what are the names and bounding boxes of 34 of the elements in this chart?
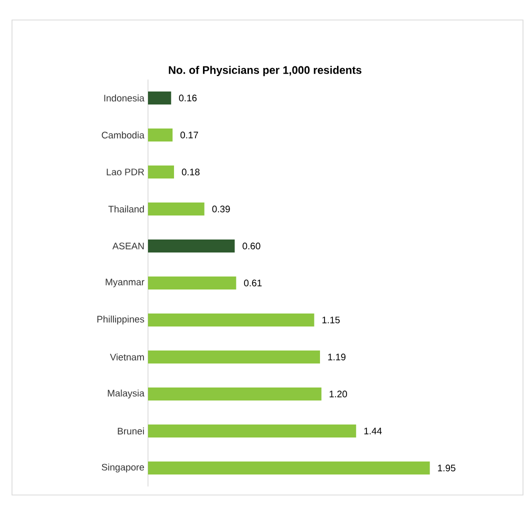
bar [148,166,174,178]
bar [148,202,204,216]
y-tick-label: Lao PDR [106,168,144,176]
y-tick-label: Singapore [102,464,144,472]
data-label: 0.60 [242,242,260,250]
data-label: 1.15 [322,316,340,324]
y-tick-label: Malaysia [108,390,144,398]
data-label: 1.95 [438,464,456,472]
data-label: 1.19 [328,354,346,360]
bar [148,276,236,290]
y-tick-label: Indonesia [104,94,144,102]
y-tick-label: ASEAN [112,242,144,250]
y-tick-label: Vietnam [110,354,144,360]
data-label: 0.18 [182,168,200,176]
data-label: 1.44 [364,428,382,434]
data-label: 0.16 [179,94,197,102]
bar [148,128,173,142]
y-tick-label: Phillippines [97,316,144,324]
y-tick-label: Cambodia [102,132,144,138]
data-label: 0.61 [244,280,262,286]
bar [148,350,320,364]
bar [148,240,235,252]
bar [148,462,430,475]
y-tick-label: Thailand [108,206,144,212]
y-tick-label: Brunei [118,428,144,434]
bar [148,388,322,401]
data-label: 1.20 [330,390,347,398]
bar [148,314,314,327]
data-label: 0.39 [212,206,230,212]
chart-title: No. of Physicians per 1,000 residents [168,66,362,76]
y-tick-label: Myanmar [106,278,144,288]
bar [148,424,356,438]
bar [148,92,172,104]
data-label: 0.17 [180,132,198,138]
